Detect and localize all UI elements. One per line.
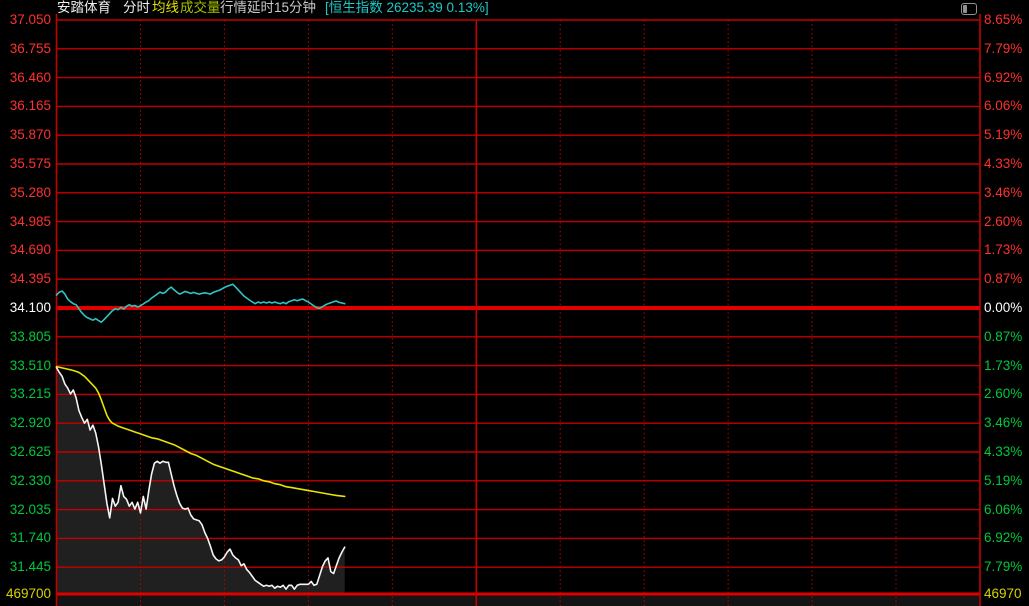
percent-axis-label: 6.06% bbox=[984, 501, 1023, 517]
tab-moving-average[interactable]: 均线 bbox=[152, 0, 179, 15]
price-axis-label: 36.165 bbox=[9, 98, 51, 114]
percent-axis-label: 6.06% bbox=[984, 98, 1023, 114]
price-axis-label: 32.625 bbox=[9, 444, 51, 459]
volume-axis-label-right: 46970 bbox=[984, 586, 1022, 601]
price-axis-label: 33.215 bbox=[9, 386, 51, 402]
percent-axis-label: 2.60% bbox=[984, 213, 1023, 229]
percent-axis-label: 7.79% bbox=[984, 559, 1023, 575]
price-axis-label: 32.330 bbox=[9, 472, 51, 488]
percent-axis-label: 4.33% bbox=[984, 156, 1023, 171]
stock-name: 安踏体育 bbox=[57, 0, 111, 15]
chart-header: 安踏体育 分时 均线 成交量 行情延时15分钟 [恒生指数 26235.39 0… bbox=[0, 0, 1029, 15]
price-axis-label: 33.510 bbox=[9, 357, 51, 373]
price-axis-label: 36.755 bbox=[9, 40, 51, 56]
price-axis-label: 32.035 bbox=[9, 501, 51, 517]
price-axis-label: 32.920 bbox=[9, 415, 51, 431]
price-axis-label: 35.870 bbox=[9, 127, 51, 143]
tab-volume[interactable]: 成交量 bbox=[180, 0, 221, 15]
percent-axis-label: 2.60% bbox=[984, 386, 1023, 402]
percent-axis-label: 1.73% bbox=[984, 242, 1023, 258]
price-axis-label: 34.690 bbox=[9, 242, 51, 258]
percent-axis-label: 6.92% bbox=[984, 69, 1023, 85]
percent-axis-label: 3.46% bbox=[984, 415, 1023, 431]
percent-axis-label: 8.65% bbox=[984, 12, 1023, 27]
volume-axis-label-left: 469700 bbox=[5, 586, 51, 601]
tab-minute-chart[interactable]: 分时 bbox=[123, 0, 150, 15]
price-axis-label: 33.805 bbox=[9, 328, 51, 344]
percent-axis-label: 0.00% bbox=[984, 300, 1023, 315]
price-axis-label: 35.575 bbox=[9, 156, 51, 171]
hang-seng-index-quote[interactable]: [恒生指数 26235.39 0.13%] bbox=[325, 0, 489, 15]
percent-axis-label: 5.19% bbox=[984, 472, 1023, 488]
panel-toggle-icon-inner bbox=[963, 5, 967, 13]
price-axis-label: 34.100 bbox=[9, 300, 51, 315]
percent-axis-label: 3.46% bbox=[984, 184, 1023, 200]
price-axis-label: 34.395 bbox=[9, 271, 51, 287]
price-axis-label: 37.050 bbox=[9, 12, 51, 27]
price-axis-label: 31.740 bbox=[9, 530, 51, 546]
price-axis-label: 34.985 bbox=[9, 213, 51, 229]
price-axis-label: 31.445 bbox=[9, 559, 51, 575]
price-axis-label: 35.280 bbox=[9, 184, 51, 200]
delay-note: 行情延时15分钟 bbox=[220, 0, 317, 15]
percent-axis-label: 7.79% bbox=[984, 40, 1023, 56]
percent-axis-label: 1.73% bbox=[984, 357, 1023, 373]
percent-axis-label: 6.92% bbox=[984, 530, 1023, 546]
percent-axis-label: 5.19% bbox=[984, 127, 1023, 143]
percent-axis-label: 0.87% bbox=[984, 271, 1023, 287]
percent-axis-label: 0.87% bbox=[984, 328, 1023, 344]
price-axis-label: 36.460 bbox=[9, 69, 51, 85]
panel-toggle-icon[interactable] bbox=[961, 3, 977, 15]
percent-axis-label: 4.33% bbox=[984, 444, 1023, 459]
